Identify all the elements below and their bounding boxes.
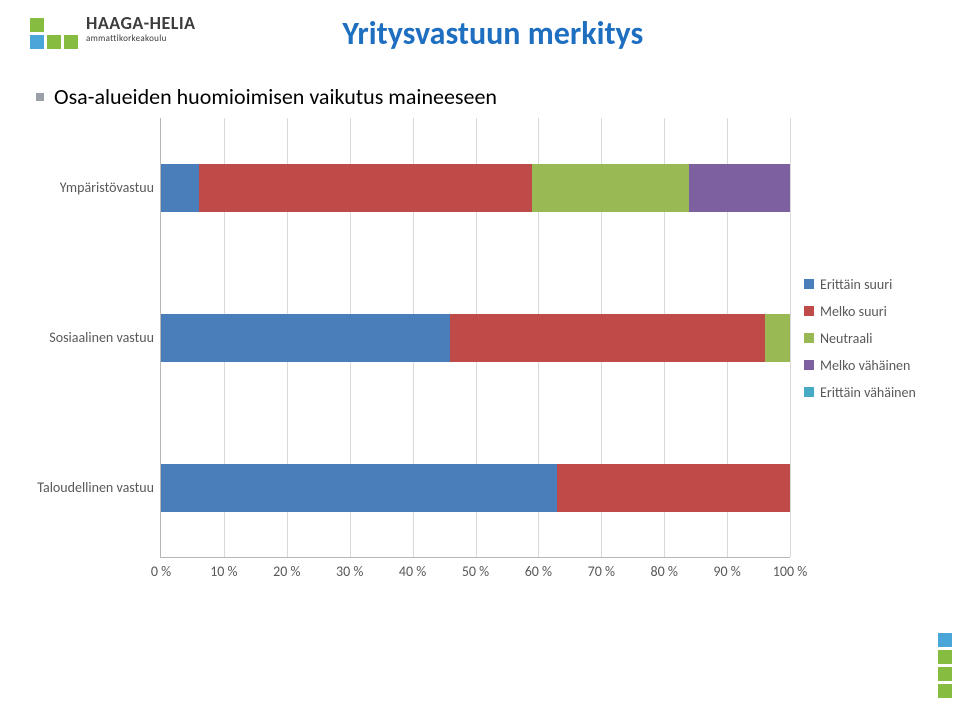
chart: Ympäristövastuu Sosiaalinen vastuu Taloude… [30,118,930,558]
legend-item: Melko vähäinen [804,357,930,374]
bar-segment [450,314,765,362]
gridline [790,118,791,557]
logo-cell [30,35,44,49]
x-axis-tick: 90 % [713,563,740,580]
bullet-icon [36,93,44,101]
page-title: Yritysvastuun merkitys [56,14,930,53]
bar-segment [161,164,199,212]
x-axis-tick: 40 % [399,563,426,580]
x-axis-tick: 0 % [151,563,171,580]
y-axis-label: Taloudellinen vastuu [37,479,154,496]
corner-square [938,684,952,698]
legend-item: Erittäin vähäinen [804,384,930,401]
bullet: Osa-alueiden huomioimisen vaikutus maine… [36,83,930,110]
x-axis-tick: 60 % [525,563,552,580]
plot-area: 0 %10 %20 %30 %40 %50 %60 %70 %80 %90 %1… [160,118,790,558]
x-axis-tick: 10 % [210,563,237,580]
header: HAAGA-HELIA ammattikorkeakoulu Yritysvas… [30,14,930,53]
y-axis-labels: Ympäristövastuu Sosiaalinen vastuu Taloude… [30,118,160,558]
x-axis-tick: 20 % [273,563,300,580]
y-axis-label: Sosiaalinen vastuu [49,329,154,346]
corner-square [938,667,952,681]
legend-swatch [804,360,814,370]
legend-swatch [804,387,814,397]
legend-label: Melko vähäinen [820,357,910,374]
legend-label: Erittäin suuri [820,276,892,293]
bar-segment [689,164,790,212]
corner-square [938,633,952,647]
legend-item: Melko suuri [804,303,930,320]
legend-label: Neutraali [820,330,872,347]
bar-row [161,164,790,212]
x-axis-tick: 50 % [462,563,489,580]
corner-decoration [938,633,952,698]
legend-label: Erittäin vähäinen [820,384,916,401]
legend: Erittäin suuri Melko suuri Neutraali Melko … [790,118,930,558]
x-axis-tick: 70 % [588,563,615,580]
slide: HAAGA-HELIA ammattikorkeakoulu Yritysvas… [0,0,960,706]
x-axis-tick: 30 % [336,563,363,580]
bar-segment [199,164,532,212]
legend-swatch [804,279,814,289]
x-axis-tick: 80 % [651,563,678,580]
y-axis-label: Ympäristövastuu [60,179,154,196]
bar-segment [161,464,557,512]
bar-segment [161,314,450,362]
bar-segment [765,314,790,362]
bullet-text: Osa-alueiden huomioimisen vaikutus maine… [54,83,497,110]
legend-item: Erittäin suuri [804,276,930,293]
logo-cell [30,18,44,32]
corner-square [938,650,952,664]
bar-row [161,314,790,362]
legend-swatch [804,333,814,343]
x-axis-tick: 100 % [773,563,807,580]
x-axis: 0 %10 %20 %30 %40 %50 %60 %70 %80 %90 %1… [161,557,790,587]
legend-label: Melko suuri [820,303,887,320]
legend-item: Neutraali [804,330,930,347]
bar-segment [557,464,790,512]
bar-row [161,464,790,512]
bar-segment [532,164,689,212]
legend-swatch [804,306,814,316]
